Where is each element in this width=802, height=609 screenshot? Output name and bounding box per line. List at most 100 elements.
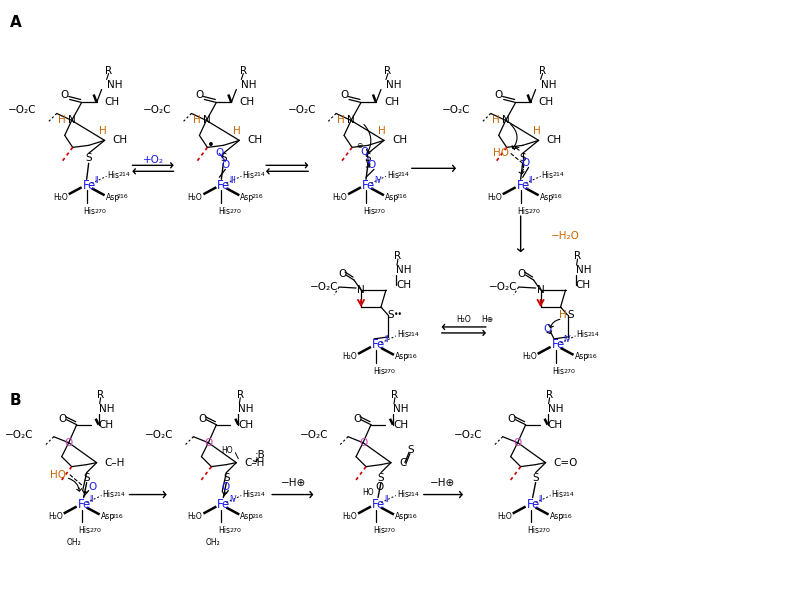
Text: O: O <box>59 414 67 424</box>
Text: 270: 270 <box>90 529 102 533</box>
Text: S: S <box>220 153 227 163</box>
Text: CH: CH <box>548 420 563 430</box>
Text: His: His <box>541 171 553 180</box>
Text: CH: CH <box>547 135 561 146</box>
Text: 216: 216 <box>396 194 407 199</box>
Text: H₂O: H₂O <box>342 353 357 361</box>
Text: 214: 214 <box>562 491 574 496</box>
Text: 270: 270 <box>539 529 550 533</box>
Text: 216: 216 <box>551 194 562 199</box>
Text: −O₂C: −O₂C <box>310 282 338 292</box>
Text: 270: 270 <box>374 209 386 214</box>
Text: O: O <box>338 269 346 279</box>
Text: H₂O: H₂O <box>522 353 537 361</box>
Text: H: H <box>233 127 241 136</box>
Text: 214: 214 <box>119 172 131 177</box>
Text: O: O <box>353 414 361 424</box>
Text: Asp: Asp <box>385 193 399 202</box>
Text: N: N <box>347 116 355 125</box>
Text: H₂O: H₂O <box>497 512 512 521</box>
Text: 216: 216 <box>585 354 597 359</box>
Text: 214: 214 <box>588 332 599 337</box>
Text: H: H <box>533 127 541 136</box>
Text: H: H <box>378 127 386 136</box>
Text: −O₂C: −O₂C <box>143 105 172 116</box>
Text: R: R <box>546 390 553 400</box>
Text: −O₂C: −O₂C <box>145 430 173 440</box>
Text: H₂O: H₂O <box>48 512 63 521</box>
Text: R: R <box>395 251 402 261</box>
Text: CH: CH <box>238 420 253 430</box>
Text: Asp: Asp <box>100 512 115 521</box>
Text: Fe: Fe <box>83 179 96 192</box>
Text: N: N <box>357 285 365 295</box>
Text: NH: NH <box>548 404 563 414</box>
Text: Fe: Fe <box>552 339 565 351</box>
Text: R: R <box>384 66 391 76</box>
Text: Asp: Asp <box>540 193 553 202</box>
Text: H: H <box>99 127 107 136</box>
Text: A: A <box>10 15 22 30</box>
Text: O: O <box>221 482 229 491</box>
Text: •: • <box>208 139 215 152</box>
Text: 216: 216 <box>116 194 128 199</box>
Text: −O₂C: −O₂C <box>454 430 483 440</box>
Text: O: O <box>340 91 348 100</box>
Text: N: N <box>537 285 545 295</box>
Text: His: His <box>397 490 409 499</box>
Text: O: O <box>517 269 526 279</box>
Text: O: O <box>360 147 368 157</box>
Text: NH: NH <box>396 265 411 275</box>
Text: His: His <box>528 527 540 535</box>
Text: •: • <box>76 486 79 491</box>
Text: H₂O: H₂O <box>188 193 202 202</box>
Text: Fe: Fe <box>78 498 91 511</box>
Text: :B: :B <box>255 449 265 460</box>
Text: B: B <box>10 393 22 408</box>
Text: O: O <box>544 324 552 334</box>
Text: 216: 216 <box>251 194 263 199</box>
Text: His: His <box>103 490 115 499</box>
Text: 216: 216 <box>406 354 418 359</box>
Text: Asp: Asp <box>395 512 409 521</box>
Text: His: His <box>218 207 230 216</box>
Text: H: H <box>492 116 500 125</box>
Text: His: His <box>553 367 565 376</box>
Text: ⊖: ⊖ <box>356 141 363 150</box>
Text: O: O <box>368 160 376 171</box>
Text: O: O <box>521 158 530 168</box>
Text: H: H <box>58 116 66 125</box>
Text: 216: 216 <box>406 513 418 518</box>
Text: R: R <box>391 390 399 400</box>
Text: S: S <box>365 153 371 163</box>
Text: CH: CH <box>393 420 408 430</box>
Text: O: O <box>61 91 69 100</box>
Text: II: II <box>384 336 388 345</box>
Text: S: S <box>378 473 384 482</box>
Text: His: His <box>218 527 230 535</box>
Text: Fe: Fe <box>372 339 385 351</box>
Text: 214: 214 <box>253 491 265 496</box>
Text: R: R <box>97 390 104 400</box>
Text: 216: 216 <box>561 513 573 518</box>
Text: 216: 216 <box>251 513 263 518</box>
Text: H₂O: H₂O <box>456 315 471 325</box>
Text: 216: 216 <box>111 513 124 518</box>
Text: S: S <box>533 473 539 482</box>
Text: His: His <box>552 490 564 499</box>
Text: HO: HO <box>492 149 508 158</box>
Text: N: N <box>502 116 509 125</box>
Text: NH: NH <box>541 80 556 90</box>
Text: Fe: Fe <box>217 179 231 192</box>
Text: O: O <box>376 482 384 491</box>
Text: NH: NH <box>576 265 591 275</box>
Text: +O₂: +O₂ <box>143 155 164 165</box>
Text: O: O <box>65 438 73 448</box>
Text: HO: HO <box>50 470 66 480</box>
Text: 270: 270 <box>384 369 396 374</box>
Text: S: S <box>85 153 92 163</box>
Text: Asp: Asp <box>549 512 564 521</box>
Text: 214: 214 <box>408 491 419 496</box>
Text: CH: CH <box>247 135 262 146</box>
Text: 214: 214 <box>408 332 419 337</box>
